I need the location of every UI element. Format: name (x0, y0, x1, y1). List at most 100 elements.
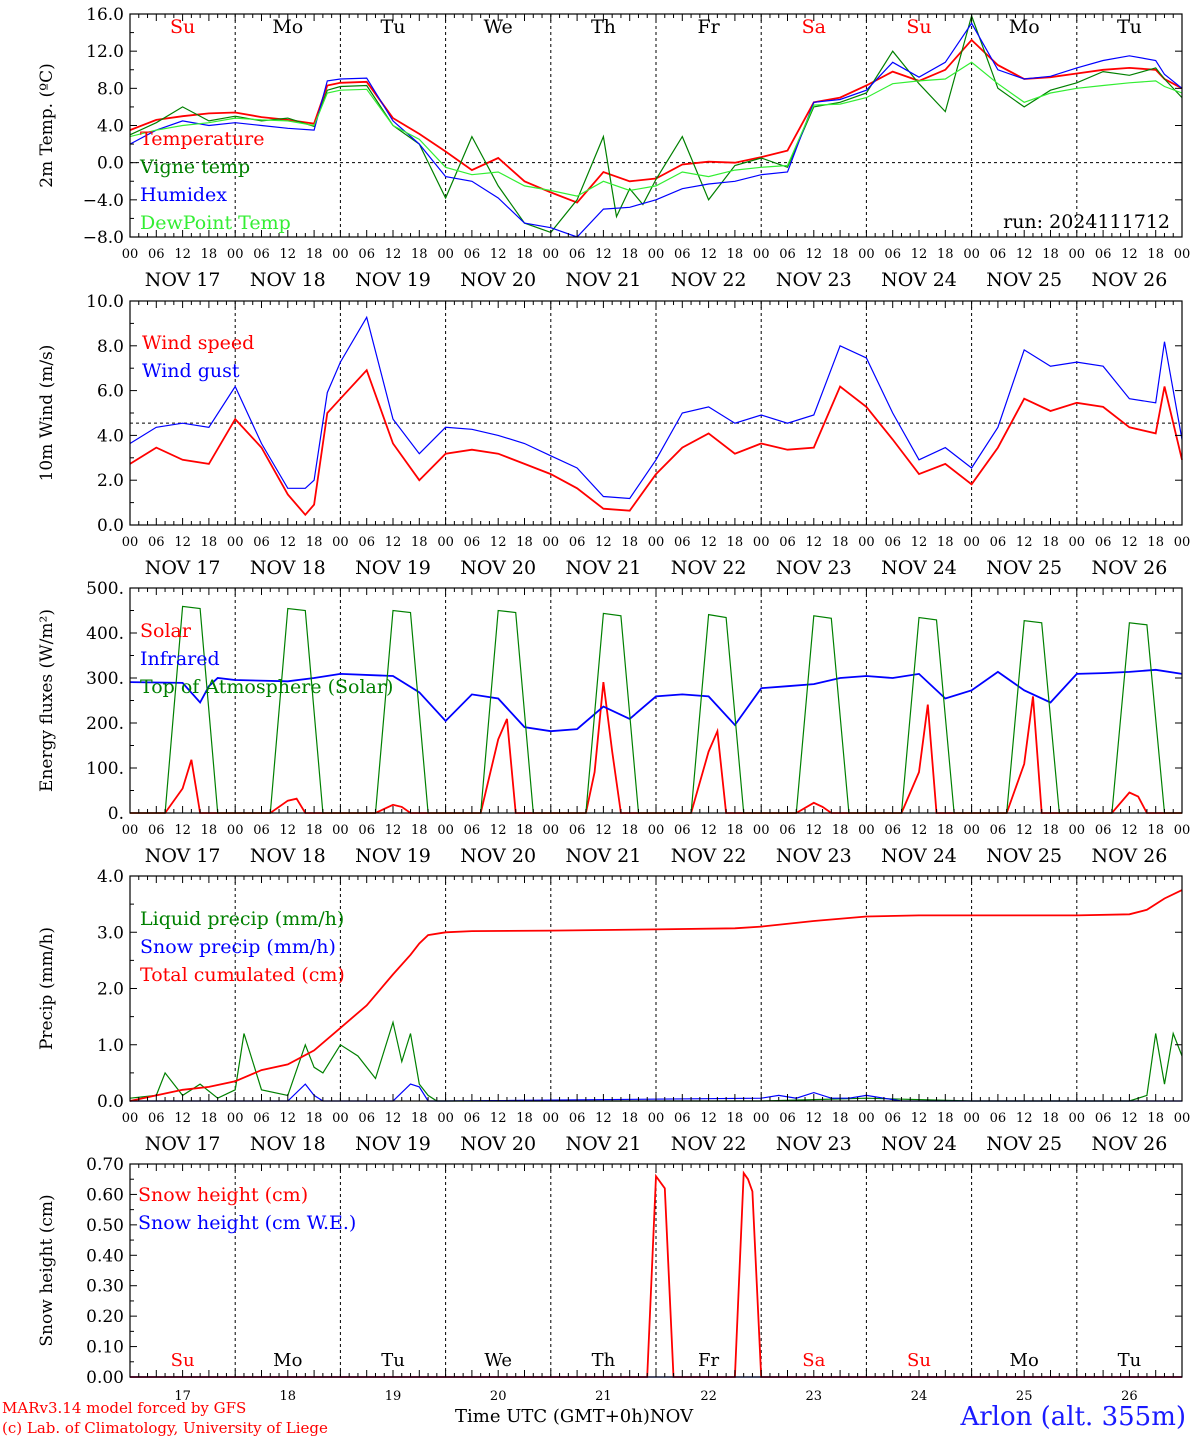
legend-entry: Temperature (140, 128, 264, 150)
y-tick-label: 0. (108, 804, 124, 824)
date-label: NOV 19 (355, 845, 431, 867)
date-label: NOV 22 (671, 845, 747, 867)
hour-tick-label: 06 (779, 1111, 796, 1126)
hour-tick-label: 06 (358, 1111, 375, 1126)
hour-tick-label: 00 (332, 1111, 349, 1126)
series-line-lightgreen (129, 61, 1183, 197)
date-label: NOV 17 (145, 845, 221, 867)
hour-tick-label: 18 (727, 247, 744, 262)
hour-tick-label: 00 (1069, 247, 1086, 262)
hour-tick-label: 18 (1042, 247, 1059, 262)
hour-tick-label: 00 (227, 1111, 244, 1126)
hour-tick-label: 00 (543, 535, 560, 550)
date-label: NOV 21 (565, 557, 641, 579)
date-label: NOV 20 (460, 845, 536, 867)
weekday-label: Th (592, 1350, 616, 1371)
hour-tick-label: 12 (490, 1111, 507, 1126)
hour-tick-label: 00 (1174, 1111, 1191, 1126)
hour-tick-label: 00 (753, 1111, 770, 1126)
hour-tick-label: 12 (385, 823, 402, 838)
y-tick-label: 0.50 (86, 1216, 124, 1236)
hour-tick-label: 18 (1147, 1111, 1164, 1126)
hour-tick-label: 00 (543, 823, 560, 838)
hour-tick-label: 06 (884, 535, 901, 550)
date-label: NOV 22 (671, 269, 747, 291)
hour-tick-label: 06 (464, 535, 481, 550)
hour-tick-label: 18 (727, 535, 744, 550)
day-number-label: 22 (700, 1389, 717, 1404)
panel-2: 0.0 2.0 4.0 6.0 8.0 10.0 10m Wind (m/s) Wind sp… (37, 292, 1190, 579)
hour-tick-label: 12 (385, 247, 402, 262)
hour-tick-label: 00 (963, 1111, 980, 1126)
hour-tick-label: 18 (1147, 823, 1164, 838)
hour-tick-label: 06 (569, 247, 586, 262)
day-number-label: 17 (174, 1389, 191, 1404)
hour-tick-label: 18 (201, 535, 218, 550)
hour-tick-label: 12 (174, 1111, 191, 1126)
hour-tick-label: 18 (1042, 535, 1059, 550)
hour-tick-label: 00 (1174, 247, 1191, 262)
weekday-label: Su (170, 16, 195, 38)
hour-tick-label: 06 (779, 535, 796, 550)
hour-tick-label: 12 (385, 1111, 402, 1126)
y-tick-label: −8.0 (83, 228, 124, 248)
y-tick-label: 0.40 (86, 1246, 124, 1266)
hour-tick-label: 06 (148, 1111, 165, 1126)
legend-entry: Total cumulated (cm) (140, 964, 345, 986)
date-label: NOV 18 (250, 1133, 326, 1155)
hour-tick-label: 06 (884, 247, 901, 262)
hour-tick-label: 00 (648, 247, 665, 262)
hour-tick-label: 18 (306, 247, 323, 262)
y-tick-label: 0.60 (86, 1185, 124, 1205)
hour-tick-label: 12 (490, 535, 507, 550)
lab-credit: (c) Lab. of Climatology, University of L… (2, 1419, 328, 1437)
weekday-label: Tu (381, 1350, 405, 1371)
hour-tick-label: 06 (990, 823, 1007, 838)
y-tick-label: 0.30 (86, 1277, 124, 1297)
hour-tick-label: 00 (437, 1111, 454, 1126)
hour-tick-label: 06 (990, 247, 1007, 262)
hour-tick-label: 06 (569, 823, 586, 838)
hour-tick-label: 12 (595, 535, 612, 550)
hour-tick-label: 18 (411, 1111, 428, 1126)
legend-entry: Wind speed (142, 332, 254, 354)
plot-frame (129, 300, 1183, 526)
weekday-label: Mo (1009, 16, 1040, 38)
y-tick-label: 1.0 (97, 1036, 124, 1056)
panel-3: 0. 100. 200. 300. 400. 500. Energy fluxes (W/m… (37, 579, 1190, 867)
hour-tick-label: 12 (595, 247, 612, 262)
series-line-red (129, 368, 1183, 517)
date-label: NOV 22 (671, 557, 747, 579)
date-label: NOV 18 (250, 557, 326, 579)
month-label: NOV (649, 1406, 694, 1427)
hour-tick-label: 00 (963, 247, 980, 262)
date-label: NOV 20 (460, 557, 536, 579)
hour-tick-label: 00 (858, 823, 875, 838)
hour-tick-label: 06 (148, 247, 165, 262)
date-label: NOV 18 (250, 269, 326, 291)
hour-tick-label: 00 (122, 247, 139, 262)
hour-tick-label: 06 (674, 247, 691, 262)
y-tick-label: 300. (86, 669, 124, 689)
hour-tick-label: 00 (332, 535, 349, 550)
date-label: NOV 25 (986, 557, 1062, 579)
plot-frame (129, 13, 1183, 238)
hour-tick-label: 00 (1069, 535, 1086, 550)
hour-tick-label: 06 (464, 1111, 481, 1126)
hour-tick-label: 18 (832, 535, 849, 550)
hour-tick-label: 12 (700, 247, 717, 262)
hour-tick-label: 06 (253, 823, 270, 838)
date-label: NOV 26 (1091, 269, 1167, 291)
hour-tick-label: 18 (1042, 1111, 1059, 1126)
hour-tick-label: 12 (911, 247, 928, 262)
hour-tick-label: 18 (727, 823, 744, 838)
day-number-label: 26 (1121, 1389, 1138, 1404)
hour-tick-label: 00 (858, 1111, 875, 1126)
y-tick-label: 16.0 (86, 5, 124, 25)
y-tick-label: 6.0 (97, 382, 124, 402)
weekday-label: Su (906, 16, 931, 38)
weekday-label: Mo (272, 16, 303, 38)
hour-tick-label: 12 (1121, 823, 1138, 838)
y-tick-label: 0.20 (86, 1307, 124, 1327)
day-number-label: 21 (595, 1389, 612, 1404)
